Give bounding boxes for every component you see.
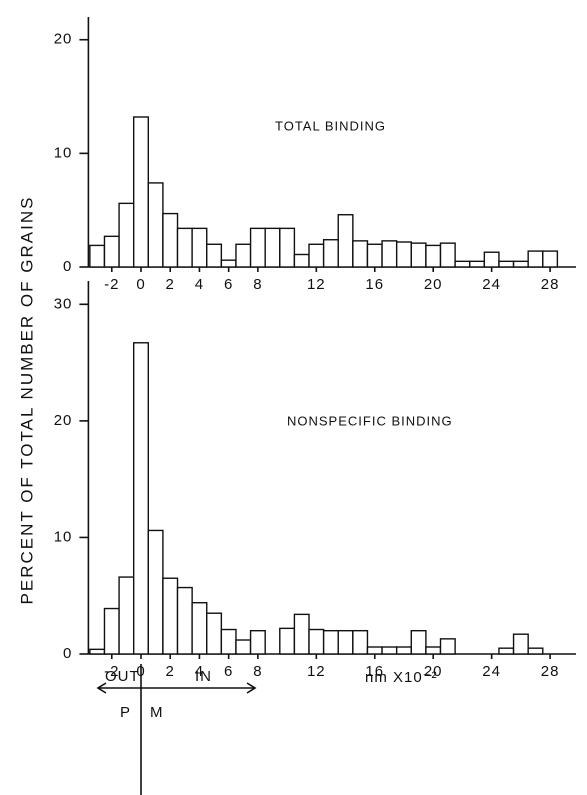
y-tick-label: 30 bbox=[54, 295, 73, 312]
bar bbox=[132, 342, 150, 655]
annotation: M bbox=[150, 704, 164, 721]
bar bbox=[206, 612, 223, 655]
bar bbox=[512, 633, 529, 655]
x-tick-label: 12 bbox=[307, 663, 326, 680]
bar bbox=[103, 607, 120, 655]
bar bbox=[381, 646, 398, 655]
x-tick-label: 20 bbox=[424, 276, 443, 293]
arrow-heads bbox=[96, 682, 257, 694]
bar bbox=[527, 647, 544, 655]
bar bbox=[410, 242, 427, 268]
y-tick-label: 20 bbox=[54, 412, 73, 429]
x-tick-label: 6 bbox=[224, 663, 233, 680]
chart-title: NONSPECIFIC BINDING bbox=[287, 413, 453, 428]
bar bbox=[162, 577, 179, 655]
bar bbox=[322, 239, 339, 268]
bar bbox=[352, 629, 369, 655]
bar bbox=[235, 243, 252, 268]
x-tick-label: 24 bbox=[482, 663, 501, 680]
x-tick-label: 8 bbox=[253, 276, 262, 293]
y-tick-label: 0 bbox=[63, 258, 72, 275]
chart-title: TOTAL BINDING bbox=[275, 118, 386, 133]
bar bbox=[395, 646, 412, 655]
bar bbox=[337, 214, 354, 268]
x-tick-label: 4 bbox=[195, 276, 204, 293]
x-tick-label: 16 bbox=[365, 276, 384, 293]
y-tick-label: 10 bbox=[54, 144, 73, 161]
annotation: P bbox=[120, 704, 131, 721]
x-tick-label: 24 bbox=[482, 276, 501, 293]
bar bbox=[220, 628, 237, 655]
bar bbox=[89, 244, 106, 268]
bar bbox=[162, 212, 179, 268]
bar bbox=[279, 227, 296, 268]
bar bbox=[249, 629, 266, 655]
bar bbox=[103, 235, 120, 268]
y-tick-label: 10 bbox=[54, 528, 73, 545]
bar bbox=[220, 259, 237, 268]
bar bbox=[118, 576, 135, 655]
x-tick-label: 8 bbox=[253, 663, 262, 680]
bar bbox=[366, 243, 383, 268]
bar bbox=[176, 586, 193, 655]
x-tick-label: 6 bbox=[224, 276, 233, 293]
bar bbox=[132, 116, 150, 268]
bar bbox=[439, 638, 456, 655]
bar bbox=[425, 244, 442, 268]
x-tick-label: 2 bbox=[166, 663, 175, 680]
bar bbox=[542, 250, 559, 268]
bar bbox=[381, 240, 398, 268]
bar bbox=[483, 251, 500, 268]
x-tick-label: -2 bbox=[104, 276, 119, 293]
x-axis-label: nm X10⁻² bbox=[365, 669, 438, 686]
bar bbox=[279, 627, 296, 655]
bar bbox=[308, 243, 325, 268]
bar bbox=[206, 243, 223, 268]
bar bbox=[235, 639, 252, 655]
bar bbox=[293, 613, 310, 655]
bar bbox=[512, 260, 529, 268]
bar bbox=[337, 629, 354, 655]
bar bbox=[425, 646, 442, 655]
bar bbox=[191, 227, 208, 268]
x-tick-label: 4 bbox=[195, 663, 204, 680]
bar bbox=[454, 260, 471, 268]
bar bbox=[118, 202, 135, 268]
bar bbox=[439, 242, 456, 268]
x-tick-label: 28 bbox=[541, 663, 560, 680]
bar bbox=[147, 182, 164, 268]
bar bbox=[395, 241, 412, 268]
x-tick-label: 0 bbox=[136, 663, 145, 680]
x-tick-label: 20 bbox=[424, 663, 443, 680]
bar bbox=[410, 629, 427, 655]
x-tick-label: 28 bbox=[541, 276, 560, 293]
y-tick-label: 0 bbox=[63, 645, 72, 662]
y-axis-label: PERCENT OF TOTAL NUMBER OF GRAINS bbox=[17, 196, 36, 605]
bar bbox=[89, 648, 106, 655]
annotation: IN bbox=[195, 668, 212, 685]
bar bbox=[498, 647, 515, 655]
bar bbox=[249, 227, 266, 268]
bar bbox=[469, 260, 486, 268]
bar bbox=[498, 260, 515, 268]
bar bbox=[527, 250, 544, 268]
bar bbox=[191, 602, 208, 655]
annotation: OUT bbox=[105, 668, 140, 685]
bar bbox=[366, 646, 383, 655]
x-tick-label: -2 bbox=[104, 663, 119, 680]
bar bbox=[322, 629, 339, 655]
y-tick-label: 20 bbox=[54, 31, 73, 48]
x-tick-label: 2 bbox=[166, 276, 175, 293]
bar bbox=[176, 227, 193, 268]
bar bbox=[293, 253, 310, 268]
bar bbox=[264, 227, 281, 268]
x-tick-label: 12 bbox=[307, 276, 326, 293]
bar bbox=[308, 628, 325, 655]
x-tick-label: 16 bbox=[365, 663, 384, 680]
bar bbox=[147, 529, 164, 655]
x-tick-label: 0 bbox=[136, 276, 145, 293]
bar bbox=[352, 240, 369, 268]
